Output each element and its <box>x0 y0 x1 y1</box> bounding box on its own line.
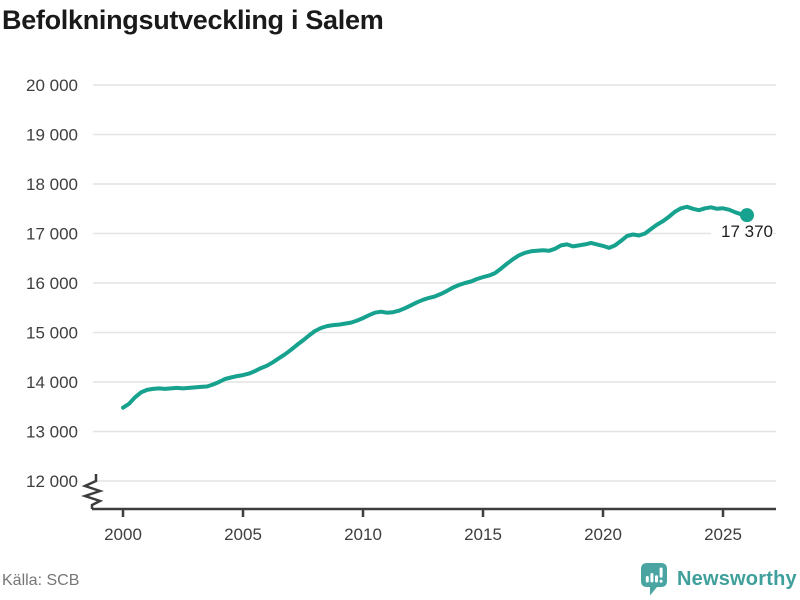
y-axis-tick-label: 17 000 <box>26 225 78 244</box>
x-axis-tick-label: 2020 <box>584 525 622 544</box>
y-axis-tick-label: 14 000 <box>26 373 78 392</box>
chart-title: Befolkningsutveckling i Salem <box>2 5 384 35</box>
y-axis-break-squiggle <box>81 474 104 509</box>
population-series-line <box>121 204 749 410</box>
y-axis-tick-label: 16 000 <box>26 274 78 293</box>
newsworthy-brand-name: Newsworthy <box>677 567 797 590</box>
x-axis-tick-label: 2010 <box>344 525 382 544</box>
x-axis-tick-label: 2015 <box>464 525 502 544</box>
y-axis-tick-label: 13 000 <box>26 423 78 442</box>
newsworthy-logo-icon <box>641 563 667 596</box>
logo-speech-bubble <box>641 563 667 596</box>
end-point-dot <box>740 208 754 223</box>
y-axis-tick-label: 15 000 <box>26 324 78 343</box>
y-axis-tick-label: 19 000 <box>26 126 78 145</box>
y-axis-tick-label: 18 000 <box>26 175 78 194</box>
x-axis-tick-label: 2000 <box>104 525 142 544</box>
x-axis-tick-label: 2005 <box>224 525 262 544</box>
end-value-label: 17 370 <box>711 223 773 241</box>
logo-bar-chart-glyph <box>645 567 663 583</box>
y-axis-tick-label: 20 000 <box>26 76 78 95</box>
newsworthy-brand-link[interactable]: Newsworthy <box>640 562 797 596</box>
source-attribution: Källa: SCB <box>2 572 80 589</box>
y-axis-tick-label: 12 000 <box>26 472 78 491</box>
x-axis-tick-label: 2025 <box>704 525 742 544</box>
